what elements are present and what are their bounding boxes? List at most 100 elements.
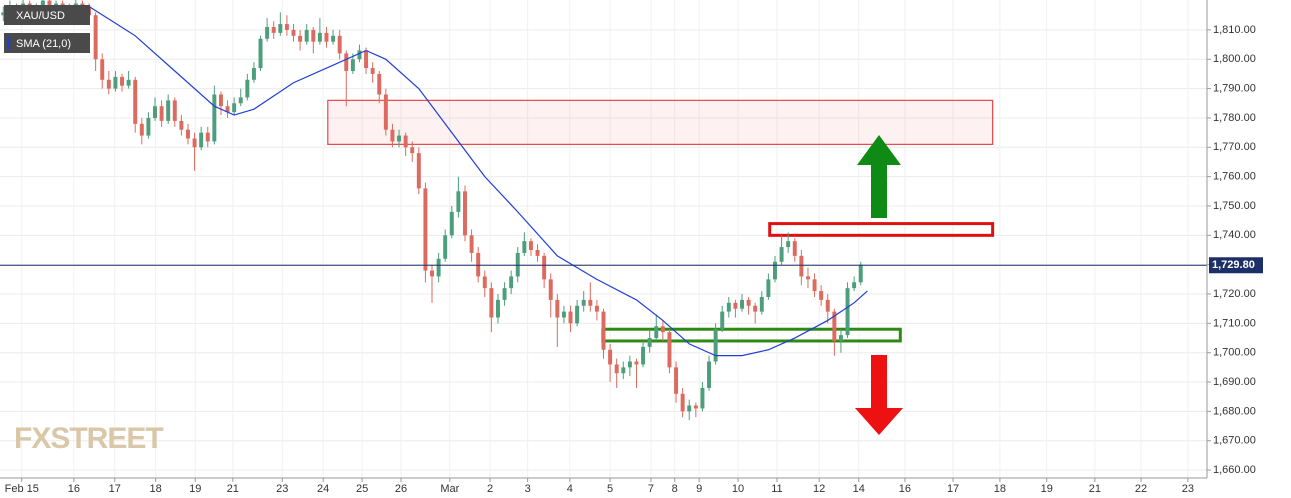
candle-body [463,191,467,236]
candle-body [482,276,487,289]
legend-symbol-box [4,5,90,25]
legend-sma-swatch [7,36,10,50]
candle-body [674,367,679,394]
candle-body [449,211,454,236]
x-tick-label: 23 [1182,483,1194,495]
candle-body [304,29,309,42]
candle-body [47,0,52,10]
candle-body [858,264,863,283]
candle-body [212,94,217,142]
last-price-badge [1209,257,1263,274]
x-tick-label: 26 [395,483,407,495]
candle-body [251,68,256,80]
candle-body [350,59,355,72]
candle-body [456,191,461,212]
candle-body [515,252,520,277]
candle-body [614,364,619,374]
candle-body [357,50,362,60]
x-tick-label: 5 [607,483,613,495]
candle-body [146,117,151,136]
legend-sma-box [4,33,90,53]
candle-body [779,247,784,262]
candle-body [601,311,606,350]
x-tick-label: 17 [947,483,959,495]
candle-body [443,235,448,259]
candle-body [258,38,263,69]
x-tick-label: 2 [487,483,493,495]
candle-body [713,329,718,362]
candle-body [317,32,322,42]
candle-body [205,132,210,142]
candle-body [799,255,804,277]
watermark: FXSTREET [14,422,163,455]
candle-body [390,129,395,142]
x-tick-label: 10 [732,483,744,495]
candle-body [291,29,296,36]
candle-body [337,35,342,54]
candle-body [397,135,402,142]
candle-body [733,302,738,309]
y-tick-label: 1,810.00 [1213,24,1256,36]
x-tick-label: 9 [696,483,702,495]
candle-body [199,132,204,148]
candle-body [693,405,698,409]
candle-body [581,299,586,306]
candle-body [100,59,105,80]
candle-body [819,291,824,300]
x-tick-label: Feb 15 [5,483,39,495]
down-arrow [855,355,903,435]
candle-body [832,311,837,341]
x-tick-label: 14 [853,483,865,495]
y-tick-label: 1,690.00 [1213,376,1256,388]
candle-body [792,241,797,256]
zone [768,222,995,237]
zone [601,327,902,343]
candle-body [324,32,329,42]
x-tick-label: 22 [1135,483,1147,495]
candle-body [548,279,553,300]
candle-body [403,135,408,148]
last-price-label: 1,729.80 [1212,259,1255,271]
x-tick-label: 16 [68,483,80,495]
x-tick-label: 17 [109,483,121,495]
candle-body [838,335,843,341]
candle-body [634,361,639,365]
candle-body [542,255,547,280]
x-tick-label: 25 [356,483,368,495]
x-tick-label: 21 [227,483,239,495]
candle-body [245,79,250,98]
candle-body [588,299,593,306]
candle-body [364,50,369,69]
candle-body [753,305,758,312]
y-tick-label: 1,660.00 [1213,464,1256,476]
x-tick-label: 16 [899,483,911,495]
candle-body [575,305,580,324]
candle-body [1,12,6,16]
candle-body [40,0,45,7]
candle-body [621,367,626,374]
candle-body [654,326,659,339]
y-tick-label: 1,750.00 [1213,200,1256,212]
candle-body [344,53,349,72]
candle-body [535,250,540,256]
candle-body [489,288,494,318]
legend-sma: SMA (21,0) [16,38,71,50]
candle-body [561,311,566,318]
candle-body [271,26,276,33]
y-tick-label: 1,710.00 [1213,317,1256,329]
candle-body [166,100,171,121]
zones [327,99,995,343]
candle-body [133,79,138,124]
legend-symbol: XAU/USD [16,10,65,22]
candle-body [331,35,336,42]
candle-body [495,299,500,318]
candle-body [555,299,560,318]
candle-body [680,393,685,412]
candle-body [172,100,177,121]
axis-labels: 1,660.00 1,670.00 1,680.00 1,690.00 1,700.00… [5,24,1263,495]
x-tick-label: 7 [648,483,654,495]
candle-body [126,79,131,86]
candle-body [667,332,672,368]
candle-body [238,97,243,104]
